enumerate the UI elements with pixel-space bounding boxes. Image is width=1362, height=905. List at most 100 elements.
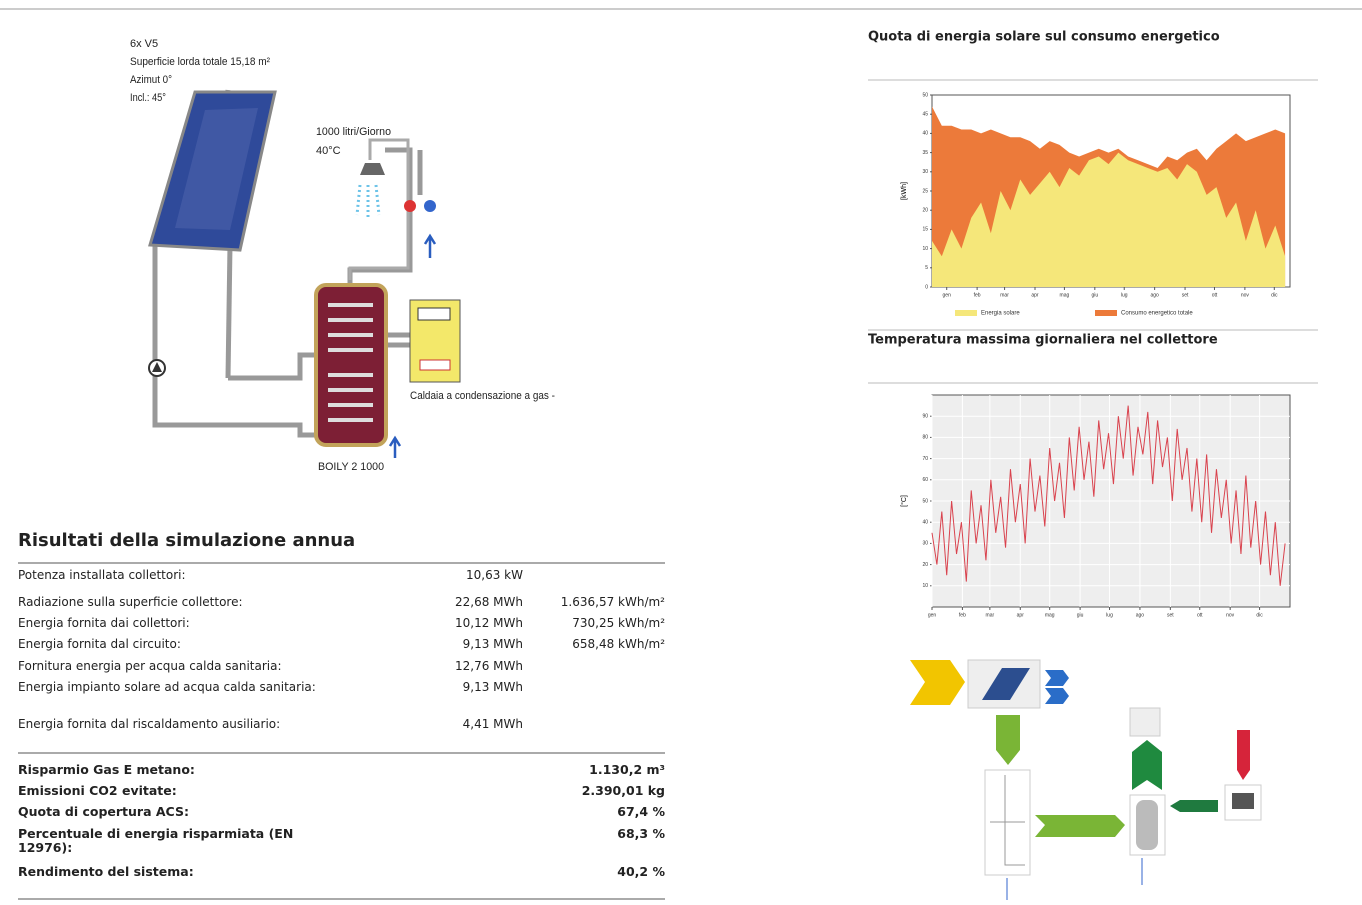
label: 40°C [316, 145, 341, 157]
summary-label: Quota di copertura ACS: [18, 804, 189, 819]
legend-label: Consumo energetico totale [1121, 311, 1193, 317]
x-tick-label: set [1167, 612, 1174, 618]
y-tick-label: 80 [922, 435, 928, 441]
section-title: Risultati della simulazione annua [18, 530, 356, 551]
row-value: 730,25 kWh/m² [572, 616, 665, 630]
boiler-panel [419, 359, 451, 371]
area [932, 152, 1286, 287]
y-tick-label: 50 [922, 498, 928, 504]
flow-collector-icon [982, 668, 1030, 700]
flow-sun [910, 660, 965, 705]
row-value: 12,76 MWh [455, 659, 523, 673]
legend-label: Energia solare [981, 311, 1020, 317]
x-tick-label: set [1182, 292, 1189, 298]
y-tick-label: 15 [922, 227, 928, 233]
y-tick-label: 10 [922, 583, 928, 589]
line [931, 405, 1286, 586]
row-value: 10,63 kW [466, 568, 523, 582]
summary-value: 68,3 % [617, 826, 665, 841]
inlet-arrow [423, 233, 437, 258]
y-tick-label: 20 [922, 208, 928, 214]
label: BOILY 2 1000 [318, 461, 384, 473]
row-label: Energia fornita dal riscaldamento ausili… [18, 717, 281, 731]
row-label: Fornitura energia per acqua calda sanita… [18, 659, 282, 673]
y-axis-label: [kWh] [901, 182, 908, 200]
row-label: Potenza installata collettori: [18, 568, 186, 582]
summary-value: 1.130,2 m³ [589, 762, 665, 777]
x-tick-label: gen [943, 292, 952, 298]
x-tick-label: ago [1150, 292, 1159, 298]
row-label: Energia fornita dal circuito: [18, 637, 181, 651]
y-tick-label: 50 [922, 92, 928, 98]
row-value: 1.636,57 kWh/m² [560, 595, 665, 609]
y-tick-label: 90 [922, 414, 928, 420]
x-tick-label: gen [928, 612, 937, 618]
row-value: 9,13 MWh [462, 680, 523, 694]
x-tick-label: apr [1031, 292, 1039, 298]
row-value: 9,13 MWh [462, 637, 523, 651]
summary-value: 67,4 % [617, 804, 665, 819]
valve-hot [404, 200, 416, 212]
x-tick-label: mar [986, 612, 995, 618]
x-tick-label: ott [1212, 292, 1218, 298]
collector-shine [175, 108, 258, 230]
summary-label: Rendimento del sistema: [18, 864, 194, 879]
row-label: Energia fornita dai collettori: [18, 616, 190, 630]
y-tick-label: 60 [922, 477, 928, 483]
x-tick-label: dic [1271, 292, 1278, 298]
label: Azimut 0° [130, 74, 172, 86]
summary-label: Emissioni CO2 evitate: [18, 783, 177, 798]
legend-swatch [955, 310, 977, 316]
summary-value: 2.390,01 kg [581, 783, 665, 798]
x-tick-label: giu [1091, 292, 1098, 298]
row-label: Energia impianto solare ad acqua calda s… [18, 680, 316, 694]
flow-tap [1129, 707, 1161, 737]
label: Superficie lorda totale 15,18 m² [130, 56, 270, 68]
chart-title: Temperatura massima giornaliera nel coll… [868, 333, 1218, 348]
valve-cold [424, 200, 436, 212]
x-tick-label: nov [1241, 292, 1250, 298]
flow-tank-icon [1136, 800, 1158, 850]
y-tick-label: 0 [925, 284, 928, 290]
y-tick-label: 40 [922, 520, 928, 526]
x-tick-label: feb [959, 612, 966, 618]
y-tick-label: 40 [922, 131, 928, 137]
label: Caldaia a condensazione a gas - [410, 390, 555, 402]
y-tick-label: 5 [925, 265, 928, 271]
y-tick-label: 30 [922, 169, 928, 175]
flow-arrow [996, 715, 1020, 765]
row-value: 658,48 kWh/m² [572, 637, 665, 651]
x-tick-label: ago [1136, 612, 1145, 618]
x-tick-label: lug [1121, 292, 1128, 298]
summary-label: Risparmio Gas E metano: [18, 762, 195, 777]
summary-label: Percentuale di energia risparmiata (EN 1… [18, 826, 294, 855]
summary-value: 40,2 % [617, 864, 665, 879]
shower-head [360, 163, 385, 175]
y-tick-label: 20 [922, 562, 928, 568]
inlet-arrow [388, 435, 402, 458]
flow-arrow [1132, 740, 1162, 790]
row-value: 10,12 MWh [455, 616, 523, 630]
y-tick-label: 35 [922, 150, 928, 156]
x-tick-label: mar [1000, 292, 1009, 298]
label: 6x V5 [130, 38, 158, 50]
diagram-labels: 6x V5 Superficie lorda totale 15,18 m² A… [130, 38, 555, 473]
row-value: 4,41 MWh [462, 717, 523, 731]
x-tick-label: mag [1045, 612, 1055, 618]
flow-arrow [1170, 800, 1218, 812]
legend-swatch [1095, 310, 1117, 316]
flow-arrow [1035, 815, 1125, 837]
flow-loss [1045, 670, 1069, 704]
chart-title: Quota di energia solare sul consumo ener… [868, 30, 1220, 45]
label: Incl.: 45° [130, 92, 166, 104]
x-tick-label: giu [1077, 612, 1084, 618]
flow-diagram [910, 659, 1262, 900]
flow-arrow [1237, 730, 1250, 780]
label: 1000 litri/Giorno [316, 126, 391, 138]
flow-boiler-icon [1232, 793, 1254, 809]
y-tick-label: 10 [922, 246, 928, 252]
x-tick-label: feb [974, 292, 981, 298]
shower-water [355, 184, 381, 220]
